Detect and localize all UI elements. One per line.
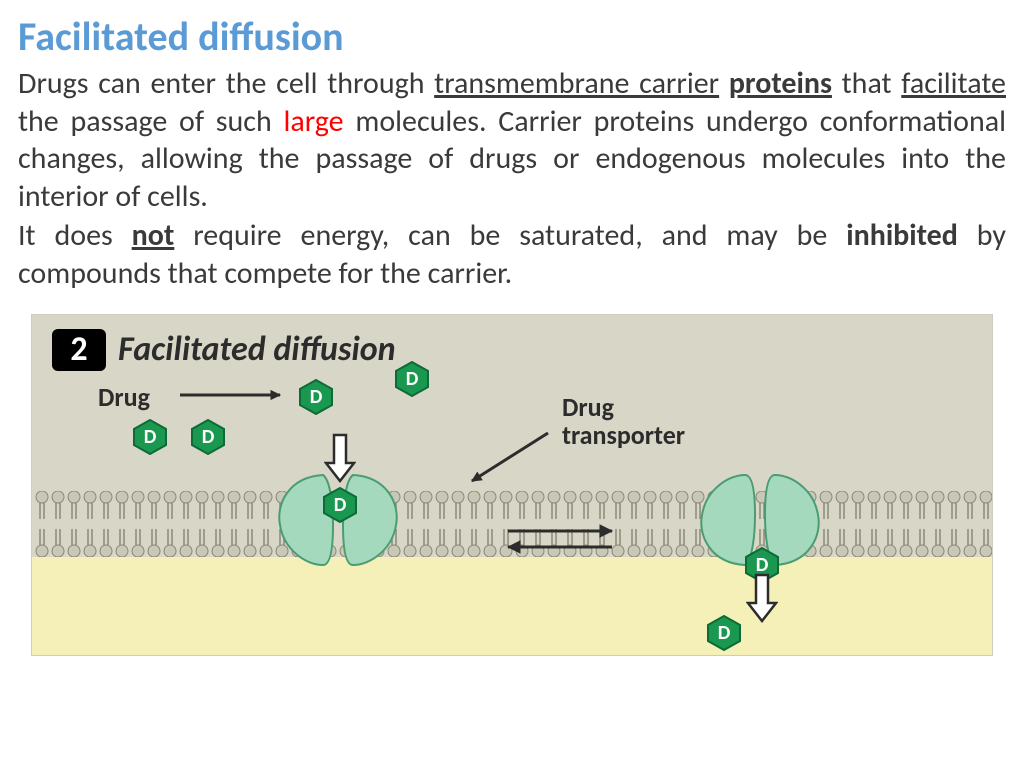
page-title: Facilitated diffusion — [18, 12, 1006, 61]
paragraph-2: It does not require energy, can be satur… — [18, 217, 1006, 292]
text-underline-bold: not — [132, 217, 175, 254]
text: that — [832, 65, 901, 102]
text: require energy, can be saturated, and ma… — [174, 217, 846, 254]
paragraph-1: Drugs can enter the cell through transme… — [18, 65, 1006, 215]
text: It does — [18, 217, 132, 254]
text-underline-bold: proteins — [729, 65, 832, 102]
arrow-icon — [32, 315, 992, 655]
text-bold: inhibited — [846, 217, 958, 254]
equilibrium-arrows-icon — [500, 519, 620, 559]
facilitated-diffusion-diagram: 2 Facilitated diffusion Drug Drug transp… — [31, 314, 993, 656]
down-arrow-icon — [324, 433, 356, 483]
text-highlight: large — [283, 103, 343, 140]
text: the passage of such — [18, 103, 283, 140]
down-arrow-icon — [746, 573, 778, 623]
text: Drugs can enter the cell through — [18, 65, 434, 102]
text — [719, 65, 729, 102]
text-underline: transmembrane carrier — [434, 65, 719, 102]
text-underline: facilitate — [901, 65, 1006, 102]
